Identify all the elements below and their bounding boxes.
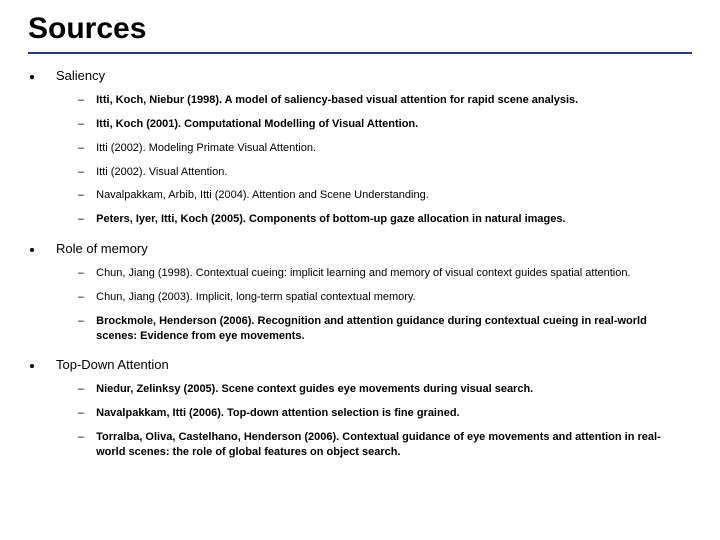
list-item: –Navalpakkam, Itti (2006). Top-down atte… xyxy=(78,406,692,421)
dash-icon: – xyxy=(78,290,84,305)
list-item-text: Niedur, Zelinksy (2005). Scene context g… xyxy=(96,382,533,397)
list-item-text: Chun, Jiang (1998). Contextual cueing: i… xyxy=(96,266,630,281)
bullet-icon xyxy=(30,364,34,368)
section: Saliency–Itti, Koch, Niebur (1998). A mo… xyxy=(28,68,692,227)
list-item-text: Peters, Iyer, Itti, Koch (2005). Compone… xyxy=(96,212,565,227)
dash-icon: – xyxy=(78,212,84,227)
dash-icon: – xyxy=(78,141,84,156)
dash-icon: – xyxy=(78,93,84,108)
sections-container: Saliency–Itti, Koch, Niebur (1998). A mo… xyxy=(28,68,692,460)
list-item: –Niedur, Zelinksy (2005). Scene context … xyxy=(78,382,692,397)
dash-icon: – xyxy=(78,165,84,180)
list-item-text: Itti, Koch (2001). Computational Modelli… xyxy=(96,117,418,132)
list-item: –Itti, Koch (2001). Computational Modell… xyxy=(78,117,692,132)
list-item-text: Chun, Jiang (2003). Implicit, long-term … xyxy=(96,290,416,305)
list-item-text: Torralba, Oliva, Castelhano, Henderson (… xyxy=(96,430,686,460)
title-rule xyxy=(28,52,692,54)
list-item: –Itti (2002). Modeling Primate Visual At… xyxy=(78,141,692,156)
list-item-text: Itti, Koch, Niebur (1998). A model of sa… xyxy=(96,93,578,108)
list-item: –Chun, Jiang (1998). Contextual cueing: … xyxy=(78,266,692,281)
list-item: –Itti, Koch, Niebur (1998). A model of s… xyxy=(78,93,692,108)
section: Role of memory–Chun, Jiang (1998). Conte… xyxy=(28,241,692,343)
dash-icon: – xyxy=(78,382,84,397)
section-label: Saliency xyxy=(56,68,105,83)
dash-icon: – xyxy=(78,117,84,132)
list-item-text: Itti (2002). Visual Attention. xyxy=(96,165,227,180)
list-item: –Chun, Jiang (2003). Implicit, long-term… xyxy=(78,290,692,305)
dash-icon: – xyxy=(78,430,84,445)
list-item: –Torralba, Oliva, Castelhano, Henderson … xyxy=(78,430,692,460)
list-item: –Navalpakkam, Arbib, Itti (2004). Attent… xyxy=(78,188,692,203)
dash-icon: – xyxy=(78,314,84,329)
section-header: Role of memory xyxy=(28,241,692,256)
list-item-text: Itti (2002). Modeling Primate Visual Att… xyxy=(96,141,316,156)
dash-icon: – xyxy=(78,188,84,203)
page-title: Sources xyxy=(28,12,692,52)
section-label: Top-Down Attention xyxy=(56,357,169,372)
list-item-text: Navalpakkam, Itti (2006). Top-down atten… xyxy=(96,406,459,421)
dash-icon: – xyxy=(78,406,84,421)
dash-icon: – xyxy=(78,266,84,281)
section-label: Role of memory xyxy=(56,241,148,256)
list-item-text: Brockmole, Henderson (2006). Recognition… xyxy=(96,314,686,344)
bullet-icon xyxy=(30,248,34,252)
bullet-icon xyxy=(30,75,34,79)
section: Top-Down Attention–Niedur, Zelinksy (200… xyxy=(28,357,692,459)
list-item-text: Navalpakkam, Arbib, Itti (2004). Attenti… xyxy=(96,188,429,203)
list-item: –Peters, Iyer, Itti, Koch (2005). Compon… xyxy=(78,212,692,227)
list-item: –Itti (2002). Visual Attention. xyxy=(78,165,692,180)
section-header: Saliency xyxy=(28,68,692,83)
section-header: Top-Down Attention xyxy=(28,357,692,372)
list-item: –Brockmole, Henderson (2006). Recognitio… xyxy=(78,314,692,344)
